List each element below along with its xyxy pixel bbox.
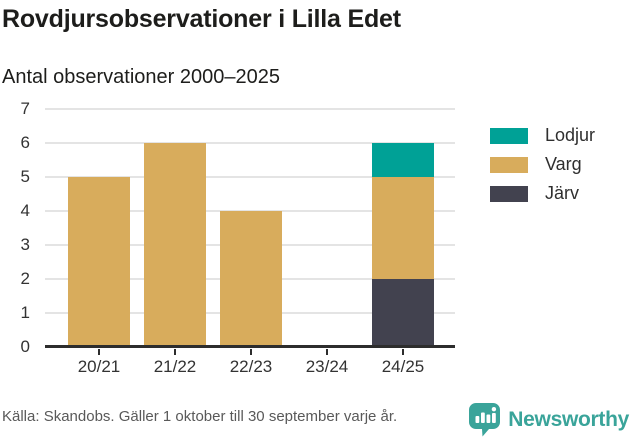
gridline [45, 108, 455, 110]
x-tick [174, 349, 176, 355]
x-tick [98, 349, 100, 355]
y-tick-label: 7 [20, 99, 30, 118]
y-tick-label: 3 [20, 235, 30, 254]
legend-label: Varg [545, 154, 582, 174]
plot-area: 0 1 2 3 4 5 6 7 20/21 21/22 22/23 23/24 24/25 [21, 100, 455, 376]
page-title: Rovdjursobservationer i Lilla Edet [2, 5, 401, 33]
legend-label: Järv [545, 183, 580, 203]
bar-segment-varg-20-21 [68, 177, 130, 347]
legend-item-lodjur: Lodjur [490, 125, 596, 145]
x-tick [326, 349, 328, 355]
y-tick-label: 5 [20, 167, 30, 186]
bar-segment-lodjur-24-25 [372, 143, 434, 177]
newsworthy-wordmark: Newsworthy [508, 407, 629, 431]
y-tick-label: 0 [20, 337, 30, 356]
gridline [45, 176, 455, 178]
bar-segment-järv-24-25 [372, 279, 434, 347]
x-axis-line [45, 345, 455, 348]
x-tick-label: 22/23 [229, 357, 273, 376]
x-tick [402, 349, 404, 355]
bar-segment-varg-22-23 [220, 211, 282, 347]
y-tick-label: 2 [20, 269, 30, 288]
legend-swatch [490, 156, 528, 173]
bar-segment-varg-24-25 [372, 177, 434, 279]
legend-label: Lodjur [545, 125, 596, 145]
source-text: Källa: Skandobs. Gäller 1 oktober till 3… [2, 408, 398, 425]
legend-item-järv: Järv [490, 183, 595, 203]
x-tick-label: 24/25 [381, 357, 425, 376]
legend-swatch [490, 185, 528, 202]
y-tick-label: 4 [20, 201, 30, 220]
x-tick-label: 23/24 [305, 357, 349, 376]
bar-segment-varg-21-22 [144, 143, 206, 347]
x-tick-label: 21/22 [153, 357, 197, 376]
legend-swatch [490, 127, 528, 144]
gridline [45, 142, 455, 144]
legend: Lodjur Varg Järv [490, 125, 596, 214]
legend-item-varg: Varg [490, 154, 595, 174]
x-tick [250, 349, 252, 355]
newsworthy-brand-link[interactable]: Newsworthy [468, 402, 629, 437]
x-tick-label: 20/21 [77, 357, 121, 376]
chart-subtitle: Antal observationer 2000–2025 [2, 66, 280, 88]
y-tick-label: 1 [20, 303, 30, 322]
newsworthy-logo-icon [468, 402, 501, 437]
y-tick-label: 6 [20, 133, 30, 152]
